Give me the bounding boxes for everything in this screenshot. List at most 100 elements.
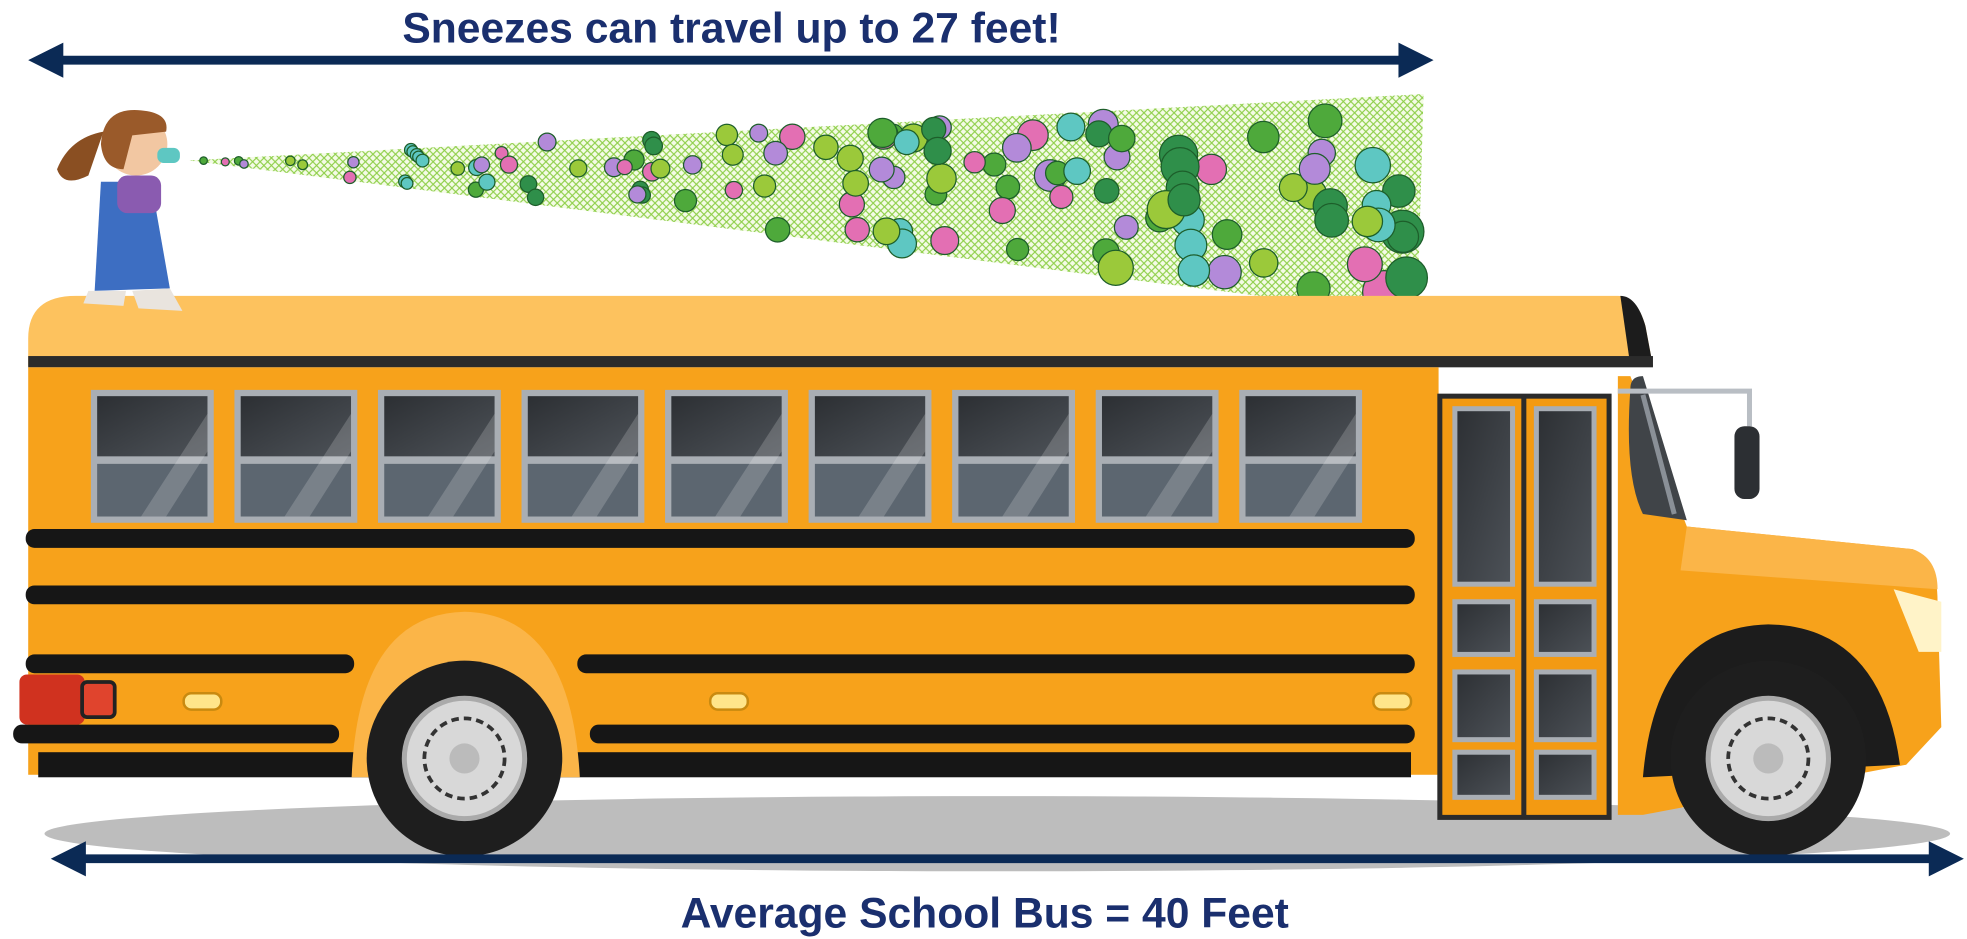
top-label: Sneezes can travel up to 27 feet! [402, 5, 1060, 53]
germ [1093, 178, 1120, 204]
window-glass [1245, 396, 1356, 457]
germ [1346, 246, 1383, 283]
germs [199, 103, 1429, 315]
germ [1382, 174, 1416, 208]
germ [930, 226, 960, 256]
window-glass [527, 463, 639, 517]
window-glass [1101, 463, 1213, 517]
glare [858, 413, 926, 517]
window-glass [240, 396, 352, 457]
germ [779, 123, 806, 151]
germ [343, 170, 357, 185]
rim-dash [1726, 716, 1811, 801]
germ [1247, 120, 1280, 154]
window-glass [527, 396, 639, 457]
window-glass [814, 396, 926, 457]
hub [449, 743, 480, 774]
germ [724, 180, 744, 200]
bottom-label: Average School Bus = 40 Feet [681, 890, 1289, 938]
germ [1195, 153, 1228, 186]
door-pane [1533, 669, 1597, 743]
germ [1248, 248, 1279, 278]
germ [963, 150, 986, 174]
germ [1097, 249, 1134, 286]
germ [569, 159, 588, 178]
germ [1063, 157, 1092, 186]
germ [872, 217, 901, 246]
germ [682, 155, 703, 175]
germ [763, 140, 789, 166]
germ [1385, 256, 1429, 300]
germ [1167, 183, 1201, 217]
germ [400, 176, 414, 190]
girl [57, 109, 183, 311]
window-glass [814, 463, 926, 517]
germ [721, 143, 744, 166]
germ [842, 169, 870, 197]
germ [988, 196, 1016, 225]
germ [450, 161, 466, 176]
germ [868, 156, 895, 183]
door-pane [1452, 669, 1516, 743]
germ [1177, 254, 1211, 287]
window-glass [97, 396, 208, 457]
door-pane [1452, 599, 1516, 657]
window-glass [384, 396, 495, 457]
bus [13, 295, 1942, 820]
germ [1354, 146, 1392, 184]
wheels [366, 660, 1867, 857]
door-pane [1533, 749, 1597, 800]
germ [715, 123, 739, 147]
germ [1278, 173, 1308, 203]
window-glass [958, 463, 1069, 517]
germ [926, 163, 957, 194]
glare [571, 413, 639, 517]
germ [1307, 103, 1343, 139]
door-pane [1533, 599, 1597, 657]
germ [1207, 254, 1242, 290]
glare [284, 413, 352, 517]
germ [297, 159, 309, 171]
window-glass [240, 463, 352, 517]
germ [1056, 112, 1086, 142]
germ [644, 136, 664, 156]
door-pane [1533, 406, 1597, 587]
germ [650, 158, 671, 179]
germ [836, 144, 864, 173]
glare [1289, 413, 1356, 517]
glare [715, 413, 782, 517]
bottom-arrow [50, 841, 1964, 877]
hub [1753, 743, 1784, 774]
germ [616, 158, 633, 176]
rim-dash [422, 716, 507, 801]
germ [628, 185, 647, 204]
germ [478, 173, 496, 191]
windows [90, 389, 1363, 523]
door-pane [1452, 406, 1516, 587]
window-glass [671, 396, 782, 457]
germ [1005, 237, 1030, 262]
germ [199, 156, 208, 165]
germ [1211, 219, 1243, 250]
germ [764, 217, 791, 243]
germ [1001, 132, 1032, 163]
germ [1314, 202, 1350, 238]
germ [995, 174, 1021, 200]
germ [1351, 205, 1384, 238]
window-glass [1101, 396, 1213, 457]
germ [1113, 214, 1139, 240]
germ [284, 155, 296, 167]
germ [1085, 120, 1113, 148]
germ [220, 157, 230, 167]
germ [499, 155, 519, 174]
window-glass [958, 396, 1069, 457]
germ [347, 155, 360, 169]
germ [923, 136, 952, 166]
germ [1298, 152, 1331, 185]
germ [893, 129, 920, 156]
germ [844, 216, 871, 243]
window-glass [384, 463, 495, 517]
top-arrow [28, 42, 1434, 78]
